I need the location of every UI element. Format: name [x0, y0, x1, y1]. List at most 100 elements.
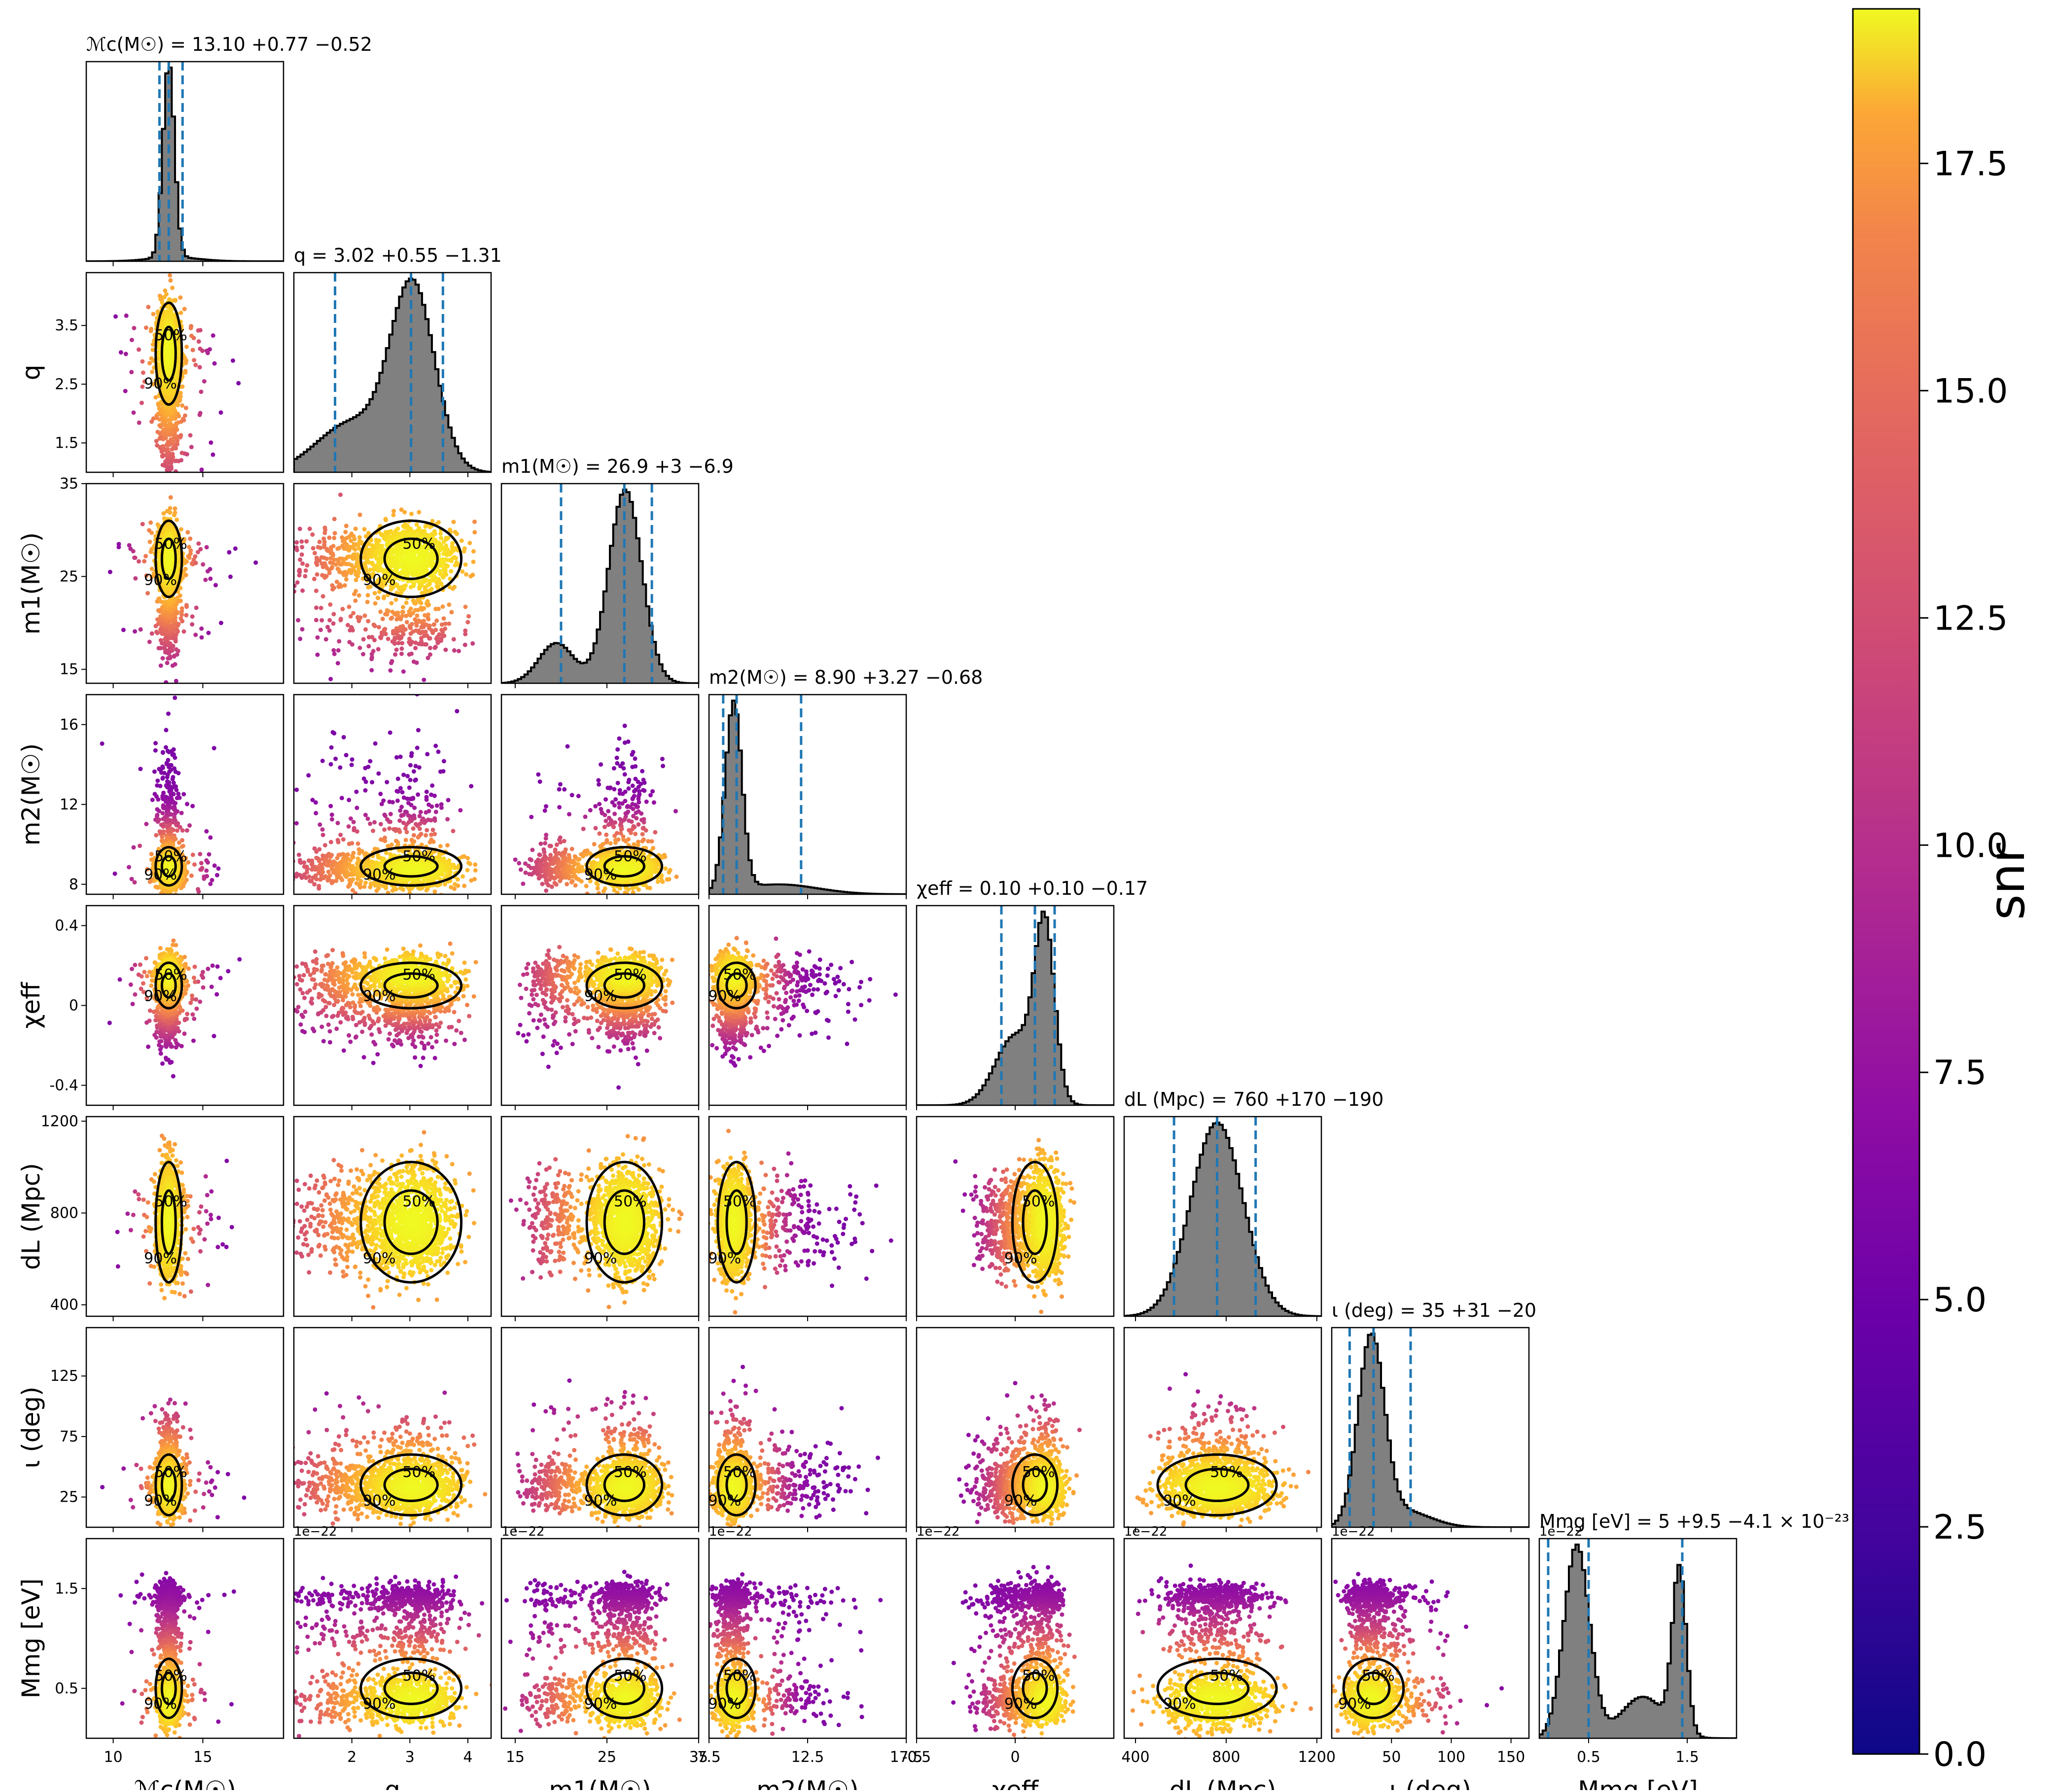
colorbar-tick-label: 15.0: [1933, 372, 2008, 411]
histogram-bars-dl: [1124, 1123, 1321, 1316]
histogram-bars-chi: [917, 912, 1114, 1105]
x-tick-label: 100: [1437, 1749, 1465, 1766]
y-axis-label-dl: dL (Mpc): [17, 1163, 45, 1270]
contour-label-90: 90%: [1163, 1695, 1196, 1713]
contour-label-90: 90%: [1163, 1492, 1196, 1510]
contour-label-50: 50%: [1362, 1667, 1395, 1685]
y-tick-label: 1200: [41, 1113, 78, 1130]
y-tick-label: 16: [60, 716, 78, 734]
histogram-bars-iota: [1332, 1334, 1529, 1527]
contour-label-90: 90%: [1338, 1695, 1371, 1713]
hist-panel-mc: ℳc(M☉) = 13.10 +0.77 −0.52: [86, 34, 372, 266]
y-tick-label: 25: [60, 1489, 78, 1506]
contour-label-50: 50%: [402, 1193, 435, 1210]
panel-title-mmg: Mmg [eV] = 5 +9.5 −4.1 × 10⁻²³: [1539, 1511, 1849, 1532]
histogram-bars-m1: [501, 490, 699, 683]
colorbar-gradient: [1853, 9, 1919, 1754]
contour-label-90: 90%: [1004, 1695, 1037, 1713]
x-tick-label: 400: [1121, 1749, 1149, 1766]
scatter-points-iota-vs-chi: [957, 1381, 1082, 1533]
offset-text: 1e−22: [1124, 1524, 1167, 1539]
contour-label-50: 50%: [402, 966, 435, 984]
hist-panel-dl: dL (Mpc) = 760 +170 −190: [1124, 1089, 1383, 1321]
contour-label-90: 90%: [363, 866, 396, 883]
x-tick-label: 50: [1382, 1749, 1401, 1766]
contour-label-90: 90%: [584, 1250, 617, 1267]
contour-label-90: 90%: [708, 1492, 741, 1510]
x-tick-label: 150: [1497, 1749, 1525, 1766]
scatter-points-mmg-vs-q: [234, 1575, 495, 1744]
y-tick-label: 0.4: [55, 917, 78, 935]
hist-panel-q: q = 3.02 +0.55 −1.31: [294, 245, 502, 477]
y-axis-label-q: q: [17, 365, 45, 381]
contour-label-50: 50%: [723, 1464, 756, 1481]
colorbar-label: snr: [1978, 843, 2036, 920]
y-tick-label: 125: [50, 1368, 78, 1385]
x-axis-label-m2: m2(M☉): [756, 1776, 859, 1790]
contour-label-50: 50%: [1210, 1667, 1243, 1685]
x-tick-label: 3: [405, 1749, 415, 1766]
panel-frame: [86, 1117, 284, 1316]
colorbar-tick-label: 2.5: [1933, 1508, 1986, 1547]
y-axis-label-m1: m1(M☉): [17, 532, 45, 635]
y-tick-label: 8: [69, 876, 78, 893]
contour-label-90: 90%: [144, 988, 177, 1005]
y-axis-label-chi: χeff: [17, 982, 45, 1029]
contour-label-90: 90%: [363, 571, 396, 589]
contour-label-50: 50%: [154, 1464, 187, 1481]
x-tick-label: 12.5: [791, 1749, 824, 1766]
contour-label-50: 50%: [154, 1667, 187, 1685]
panel-frame: [86, 484, 284, 683]
contour-label-50: 50%: [614, 1193, 647, 1210]
colorbar-tick-label: 17.5: [1933, 144, 2008, 183]
hist-panel-m2: m2(M☉) = 8.90 +3.27 −0.68: [709, 667, 983, 899]
scatter-panel-dl-vs-m1: 50% 90%: [501, 1117, 699, 1321]
contour-label-50: 50%: [154, 535, 187, 553]
scatter-points-iota-vs-q: [271, 1391, 488, 1545]
y-tick-label: 1.5: [55, 1580, 78, 1597]
x-axis-label-chi: χeff: [992, 1776, 1039, 1790]
y-tick-label: 75: [60, 1428, 78, 1445]
offset-text: 1e−22: [709, 1524, 752, 1539]
contour-label-50: 50%: [154, 848, 187, 865]
y-tick-label: 0: [69, 997, 78, 1015]
scatter-points-mmg-vs-chi: [951, 1565, 1077, 1742]
contour-label-90: 90%: [1004, 1250, 1037, 1267]
offset-text: 1e−22: [917, 1524, 959, 1539]
x-tick-label: 1.5: [1675, 1749, 1699, 1766]
offset-text: 1e−22: [1539, 1524, 1582, 1539]
y-tick-label: -0.4: [49, 1077, 78, 1094]
x-tick-label: -0.5: [902, 1749, 931, 1766]
contour-label-90: 90%: [363, 1250, 396, 1267]
scatter-points-mmg-vs-mc: [118, 1571, 236, 1748]
hist-panel-iota: ι (deg) = 35 +31 −20: [1332, 1300, 1536, 1532]
panel-title-mc: ℳc(M☉) = 13.10 +0.77 −0.52: [86, 34, 372, 55]
x-axis-label-dl: dL (Mpc): [1170, 1776, 1277, 1790]
scatter-points-m1-vs-mc: [108, 495, 258, 687]
scatter-points-chi-vs-mc: [107, 939, 242, 1079]
contour-label-50: 50%: [402, 1667, 435, 1685]
colorbar-tick-label: 5.0: [1933, 1281, 1986, 1320]
x-tick-label: 0: [1010, 1749, 1020, 1766]
colorbar-tick-label: 7.5: [1933, 1054, 1986, 1092]
scatter-points-chi-vs-q: [206, 942, 499, 1068]
offset-text: 1e−22: [1332, 1524, 1375, 1539]
contour-label-50: 50%: [402, 848, 435, 865]
histogram-outline-mc: [86, 68, 284, 261]
contour-label-50: 50%: [1210, 1464, 1243, 1481]
contour-label-50: 50%: [154, 1193, 187, 1210]
contour-label-50: 50%: [154, 327, 187, 344]
scatter-panel-dl-vs-m2: 50%90%: [696, 1117, 906, 1321]
scatter-panel-dl-vs-q: 50% 90%: [250, 1117, 491, 1334]
contour-label-50: 50%: [402, 535, 435, 553]
y-axis-label-mmg: Mmg [eV]: [17, 1579, 45, 1698]
